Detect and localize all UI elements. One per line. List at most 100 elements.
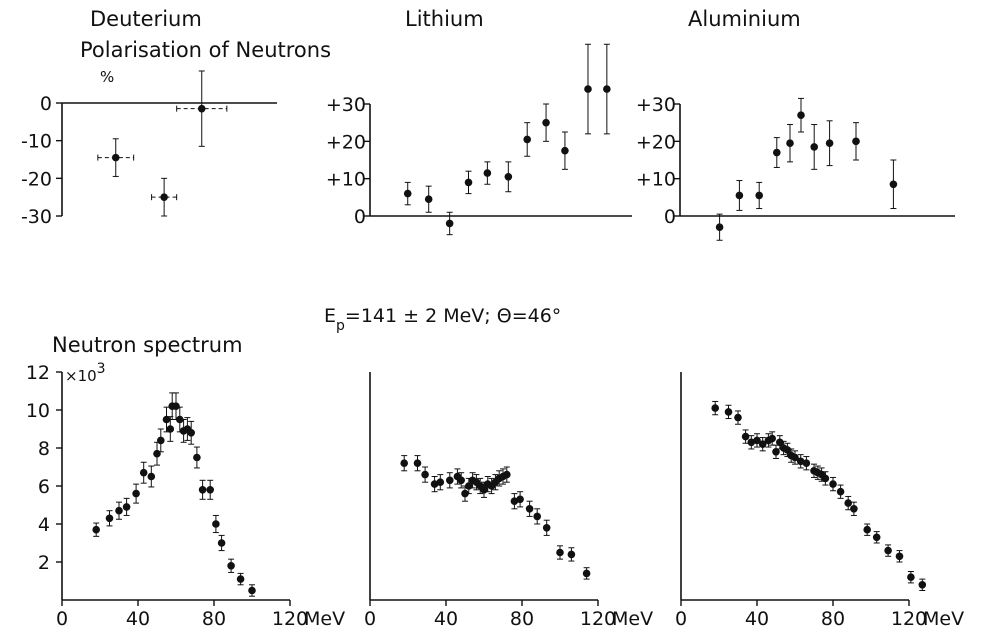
- point-marker: [172, 402, 180, 411]
- point-marker: [483, 169, 492, 177]
- point-marker: [895, 552, 904, 561]
- point-marker: [863, 525, 871, 534]
- data-point: [176, 406, 184, 433]
- data-point: [122, 497, 131, 516]
- data-point: [796, 454, 805, 469]
- data-point: [193, 446, 201, 469]
- point-marker: [446, 476, 454, 485]
- panel-1: 0 -10 -20 -30: [21, 70, 277, 228]
- data-point: [836, 484, 845, 499]
- point-marker: [735, 191, 744, 200]
- point-marker: [825, 139, 834, 147]
- data-point: [162, 406, 171, 433]
- data-point: [147, 465, 156, 488]
- data-point: [484, 476, 492, 493]
- y-tick-label: +10: [326, 169, 366, 191]
- point-marker: [850, 505, 858, 513]
- data-point: [504, 161, 513, 193]
- point-marker: [198, 486, 207, 494]
- point-marker: [445, 219, 454, 228]
- point-marker: [464, 178, 473, 187]
- data-point: [97, 138, 135, 177]
- data-point: [561, 131, 569, 170]
- point-marker: [217, 539, 226, 547]
- data-point: [724, 404, 733, 420]
- data-point: [852, 122, 860, 161]
- point-marker: [461, 489, 469, 498]
- data-point: [483, 161, 492, 185]
- data-point: [436, 474, 445, 491]
- data-point: [421, 466, 429, 483]
- data-point: [198, 479, 207, 500]
- y-tick-label: 12: [26, 362, 50, 384]
- x-tick-label: 120: [580, 608, 616, 630]
- data-point: [139, 461, 148, 484]
- y-tick-label: 0: [664, 206, 676, 228]
- data-point: [248, 584, 256, 597]
- point-marker: [166, 425, 175, 433]
- data-point: [503, 466, 511, 483]
- point-marker: [227, 562, 235, 570]
- x-tick-label: 40: [745, 608, 769, 630]
- condition-rest: =141 ± 2 MeV; Θ=46°: [345, 305, 561, 327]
- point-marker: [115, 506, 123, 515]
- data-point: [863, 523, 871, 536]
- point-marker: [525, 505, 534, 513]
- condition-label: Ep=141 ± 2 MeV; Θ=46°: [324, 305, 561, 334]
- point-marker: [523, 135, 531, 144]
- point-marker: [193, 453, 201, 462]
- data-point: [413, 455, 422, 472]
- point-marker: [796, 457, 805, 466]
- data-point: [779, 440, 788, 456]
- point-marker: [105, 514, 114, 523]
- y-tick-label: 8: [38, 438, 50, 460]
- data-point: [153, 441, 161, 466]
- point-marker: [884, 546, 892, 555]
- panel-3: +30 +20 +10 0: [636, 94, 955, 241]
- point-marker: [776, 438, 784, 447]
- point-marker: [111, 153, 120, 162]
- data-point: [829, 476, 837, 492]
- point-marker: [561, 146, 569, 155]
- point-marker: [802, 459, 811, 468]
- point-marker: [907, 573, 915, 581]
- y-tick-label: 0: [354, 206, 366, 228]
- aluminium-title: Aluminium: [688, 7, 801, 31]
- data-point: [227, 558, 235, 573]
- point-marker: [206, 486, 214, 494]
- y-tick-label: +30: [636, 94, 676, 116]
- condition-e: E: [324, 305, 336, 327]
- data-point: [92, 522, 100, 537]
- lithium-title: Lithium: [405, 7, 484, 31]
- point-marker: [212, 520, 220, 528]
- x-unit-label: MeV: [612, 608, 653, 630]
- point-marker: [153, 449, 161, 458]
- data-point: [172, 392, 180, 420]
- data-point: [533, 508, 541, 525]
- x-tick-label: 80: [821, 608, 845, 630]
- data-point: [424, 185, 433, 213]
- data-point: [523, 122, 531, 157]
- point-marker: [724, 408, 733, 416]
- point-marker: [872, 533, 881, 542]
- data-point: [810, 124, 818, 170]
- polarisation-title: Polarisation of Neutrons: [80, 38, 331, 62]
- point-marker: [139, 468, 148, 477]
- data-point: [821, 471, 830, 486]
- y-tick-label: +30: [326, 94, 366, 116]
- point-marker: [715, 223, 724, 231]
- data-point: [797, 97, 805, 133]
- data-point: [753, 433, 761, 448]
- data-point: [567, 547, 576, 562]
- point-marker: [783, 446, 792, 454]
- data-point: [768, 431, 776, 446]
- point-marker: [755, 191, 763, 200]
- point-marker: [122, 503, 131, 511]
- data-point: [907, 571, 915, 584]
- point-marker: [542, 118, 550, 127]
- data-point: [187, 420, 195, 445]
- y-tick-label: 10: [26, 400, 50, 422]
